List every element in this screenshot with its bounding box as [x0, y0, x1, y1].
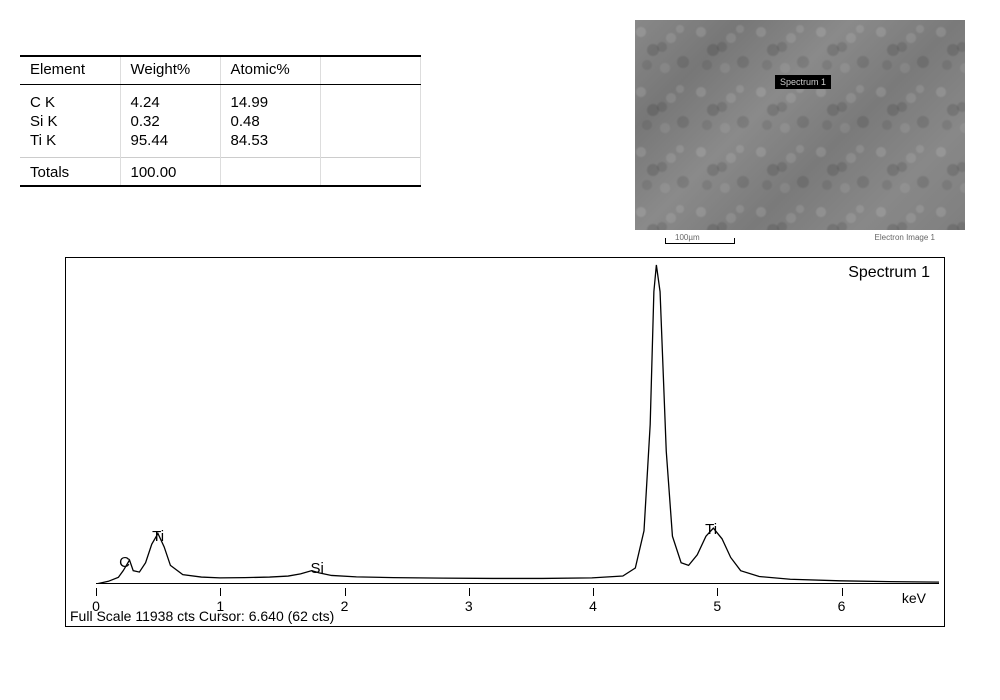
table-cell: 14.99 — [220, 93, 320, 112]
table-row: Ti K95.4484.53 — [20, 131, 420, 150]
x-tick — [345, 588, 346, 596]
table-header-cell: Element — [20, 56, 120, 85]
peak-label: Ti — [705, 521, 717, 538]
x-tick — [220, 588, 221, 596]
x-tick — [717, 588, 718, 596]
composition-table: ElementWeight%Atomic% C K4.2414.99Si K0.… — [20, 55, 421, 242]
x-tick-label: 6 — [838, 598, 846, 614]
table-cell: Ti K — [20, 131, 120, 150]
table-cell — [220, 158, 320, 187]
table-cell — [320, 158, 420, 187]
x-tick — [842, 588, 843, 596]
x-tick-label: 3 — [465, 598, 473, 614]
sem-scalebar — [665, 238, 735, 244]
table-cell — [320, 131, 420, 150]
table-cell: 0.48 — [220, 112, 320, 131]
x-tick — [469, 588, 470, 596]
x-tick-label: 2 — [341, 598, 349, 614]
x-tick — [593, 588, 594, 596]
table-cell: 95.44 — [120, 131, 220, 150]
table-header-cell: Atomic% — [220, 56, 320, 85]
table-cell: Totals — [20, 158, 120, 187]
table-cell — [320, 112, 420, 131]
table-row: C K4.2414.99 — [20, 93, 420, 112]
sem-overlay-label: Spectrum 1 — [775, 75, 831, 89]
peak-label: C — [119, 554, 130, 571]
sem-image-panel: Spectrum 1 100µm Electron Image 1 — [635, 20, 965, 242]
spectrum-plot-area — [96, 263, 939, 584]
table-cell: Si K — [20, 112, 120, 131]
table-cell: 84.53 — [220, 131, 320, 150]
x-axis-unit: keV — [902, 590, 926, 606]
peak-label: Si — [311, 560, 324, 577]
spectrum-footer: Full Scale 11938 cts Cursor: 6.640 (62 c… — [70, 608, 334, 624]
peak-label: Ti — [152, 528, 164, 545]
table-cell: 100.00 — [120, 158, 220, 187]
table-cell: C K — [20, 93, 120, 112]
table-cell: 0.32 — [120, 112, 220, 131]
x-tick — [96, 588, 97, 596]
table-row: Si K0.320.48 — [20, 112, 420, 131]
sem-micrograph: Spectrum 1 — [635, 20, 965, 230]
table-header-cell — [320, 56, 420, 85]
x-tick-label: 4 — [589, 598, 597, 614]
table-cell: 4.24 — [120, 93, 220, 112]
spectrum-trace — [96, 265, 939, 584]
eds-spectrum: Spectrum 1 CTiSiTi 0123456 keV Full Scal… — [65, 257, 945, 627]
x-tick-label: 5 — [713, 598, 721, 614]
table-totals-row: Totals100.00 — [20, 158, 420, 187]
table-header-cell: Weight% — [120, 56, 220, 85]
table-cell — [320, 93, 420, 112]
sem-caption: Electron Image 1 — [875, 233, 935, 242]
